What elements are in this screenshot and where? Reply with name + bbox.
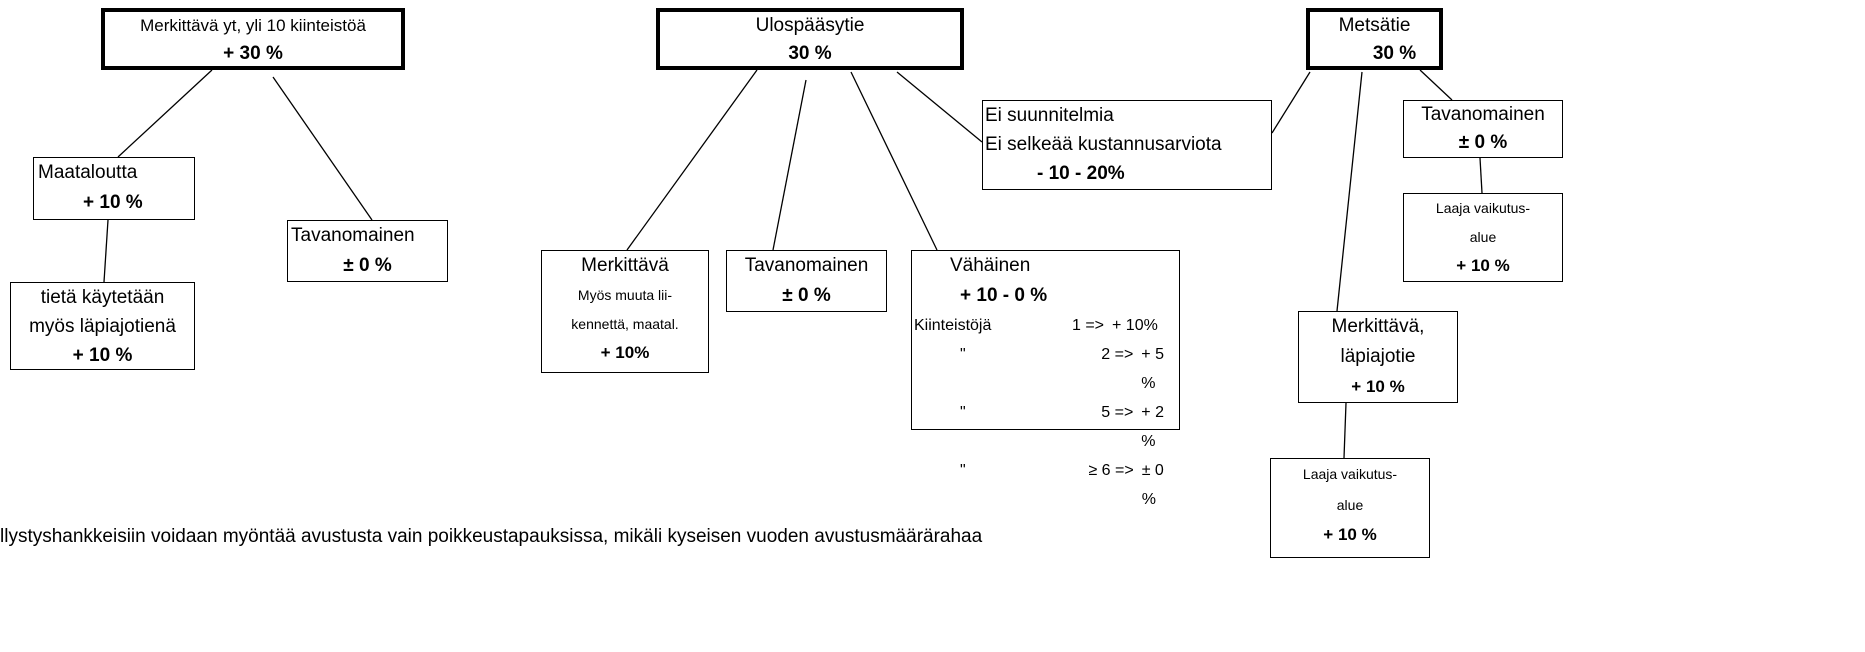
node-value: + 10 %: [1323, 525, 1377, 544]
node-text: Maataloutta: [38, 162, 138, 183]
node-text: Laaja vaikutus-: [1302, 466, 1398, 482]
node: Vähäinen + 10 - 0 % Kiinteistöjä 1 => + 10…: [911, 250, 1180, 508]
node-value: + 10 %: [1456, 256, 1510, 275]
node: Ulospääsytie 30 %: [656, 8, 964, 70]
table: Kiinteistöjä 1 => + 10% " 2 => + 5 % " 5 => + 2 …: [912, 311, 1179, 514]
table-cell: + 2 %: [1141, 404, 1164, 450]
table-cell: ≥ 6 =>: [1088, 462, 1134, 479]
table-cell: + 10%: [1112, 317, 1158, 334]
node: Merkittävä Myös muuta lii- kennettä, maa…: [541, 250, 709, 373]
node-value: ± 0 %: [343, 255, 392, 276]
node-value: 30 %: [1372, 43, 1417, 64]
node-text: Merkittävä yt, yli 10 kiinteistöä: [140, 16, 366, 35]
node-value: + 10 %: [72, 345, 133, 366]
table-row: " 2 => + 5 %: [912, 340, 1179, 398]
node-text: Vähäinen: [950, 255, 1031, 276]
edge: [117, 69, 213, 158]
node-text: läpiajotie: [1340, 346, 1416, 367]
node: tietä käytetään myös läpiajotienä + 10 %: [10, 282, 195, 370]
node-value: + 30 %: [223, 43, 283, 64]
edge: [896, 71, 983, 143]
table-row: Kiinteistöjä 1 => + 10%: [912, 311, 1179, 340]
node: Merkittävä yt, yli 10 kiinteistöä + 30 %: [101, 8, 405, 70]
node-text: Tavanomainen: [1421, 104, 1545, 125]
node: Maataloutta + 10 %: [33, 157, 195, 220]
node-value: + 10 - 0 %: [960, 285, 1048, 306]
node-text: Laaja vaikutus-: [1435, 200, 1531, 216]
node-value: + 10 %: [83, 192, 143, 213]
node-value: 30 %: [788, 43, 832, 64]
node: Tavanomainen ± 0 %: [1403, 100, 1563, 158]
edge: [272, 76, 373, 221]
edge: [1343, 402, 1347, 459]
node-text: Tavanomainen: [744, 255, 869, 276]
node: Tavanomainen ± 0 %: [726, 250, 887, 312]
table-cell: + 5 %: [1141, 346, 1164, 392]
node-text: alue: [1469, 229, 1497, 245]
node-value: + 10 %: [1351, 377, 1405, 396]
node-value: - 10 - 20%: [1037, 163, 1125, 184]
edge: [1336, 71, 1363, 312]
edge: [1419, 69, 1453, 101]
table-cell: Kiinteistöjä: [914, 317, 992, 334]
footer-text: llystyshankkeisiin voidaan myöntää avust…: [0, 526, 983, 547]
table-cell: ": [960, 462, 966, 479]
node-text: Ulospääsytie: [755, 15, 865, 36]
table-cell: 5 =>: [1101, 404, 1134, 421]
node-text: Merkittävä: [581, 255, 669, 276]
edge: [626, 69, 758, 251]
node: Tavanomainen ± 0 %: [287, 220, 448, 282]
node-text: Ei suunnitelmia: [985, 105, 1114, 126]
node: Laaja vaikutus- alue + 10 %: [1270, 458, 1430, 558]
node: Laaja vaikutus- alue + 10 %: [1403, 193, 1563, 282]
table-cell: 1 =>: [1071, 317, 1104, 334]
node-text: Tavanomainen: [291, 225, 415, 246]
table-cell: ": [960, 404, 966, 421]
table-row: " ≥ 6 => ± 0 %: [912, 456, 1179, 514]
table-cell: 2 =>: [1101, 346, 1134, 363]
edge: [772, 79, 807, 251]
node: Ei suunnitelmia Ei selkeää kustannusarvi…: [982, 100, 1272, 190]
node-text: Ei selkeää kustannusarviota: [985, 134, 1222, 155]
edge: [850, 71, 938, 251]
node: Metsätie 30 %: [1306, 8, 1443, 70]
node-text: tietä käytetään: [40, 287, 165, 308]
node-text: Merkittävä,: [1331, 316, 1425, 337]
node-value: ± 0 %: [1458, 132, 1508, 153]
edge: [1479, 157, 1483, 194]
node-text: myös läpiajotienä: [29, 316, 176, 337]
node-text: Metsätie: [1338, 15, 1411, 36]
table-cell: ": [960, 346, 966, 363]
node: Merkittävä, läpiajotie + 10 %: [1298, 311, 1458, 403]
edge: [1271, 71, 1311, 134]
node-text: Myös muuta lii-: [577, 287, 673, 303]
table-row: " 5 => + 2 %: [912, 398, 1179, 456]
table-cell: ± 0 %: [1141, 462, 1164, 508]
edge: [103, 219, 109, 283]
node-text: alue: [1336, 497, 1364, 513]
node-text: kennettä, maatal.: [571, 316, 679, 332]
node-value: ± 0 %: [782, 285, 831, 306]
node-value: + 10%: [600, 343, 650, 362]
